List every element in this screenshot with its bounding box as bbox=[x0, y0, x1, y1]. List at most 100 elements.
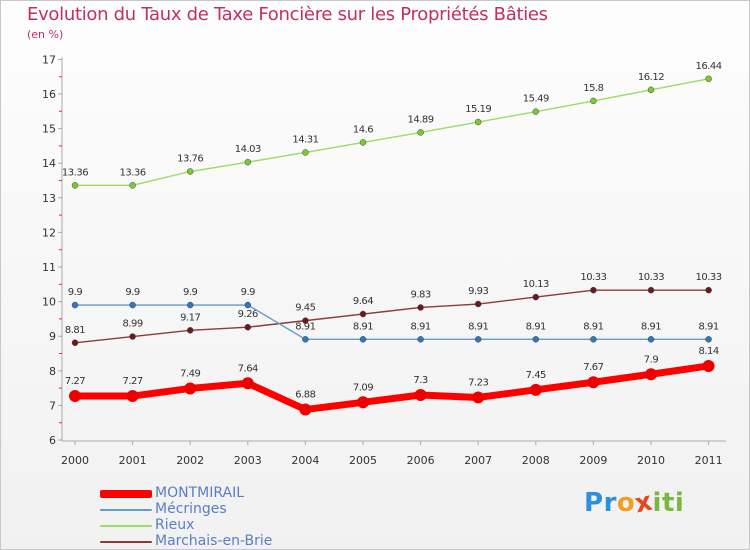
data-point bbox=[417, 129, 424, 136]
legend-swatch bbox=[100, 490, 152, 498]
data-point bbox=[129, 301, 136, 309]
legend-label: Marchais-en-Brie bbox=[155, 533, 273, 549]
logo-letter: P bbox=[584, 488, 604, 518]
data-label: 7.23 bbox=[468, 377, 488, 388]
data-point bbox=[244, 323, 252, 331]
data-point bbox=[705, 286, 712, 294]
data-point bbox=[299, 403, 312, 416]
data-label: 7.64 bbox=[238, 363, 258, 374]
data-label: 8.91 bbox=[583, 321, 603, 332]
x-tick-label: 2003 bbox=[234, 454, 262, 467]
data-point bbox=[359, 336, 367, 343]
data-label: 8.99 bbox=[122, 319, 142, 330]
logo-letter: i bbox=[652, 488, 662, 518]
data-point bbox=[71, 301, 79, 309]
y-tick-label: 10 bbox=[42, 296, 56, 309]
logo-letter: i bbox=[674, 488, 685, 518]
logo-letter: t bbox=[661, 488, 675, 518]
data-label: 9.9 bbox=[241, 287, 256, 298]
data-point bbox=[244, 301, 252, 309]
data-label: 10.33 bbox=[638, 272, 664, 283]
data-point bbox=[186, 327, 194, 334]
data-label: 14.6 bbox=[353, 124, 373, 135]
legend-label: MONTMIRAIL bbox=[155, 485, 244, 501]
chart-unit-label: (en %) bbox=[27, 28, 64, 41]
legend-label: Rieux bbox=[155, 517, 195, 533]
y-tick-label: 13 bbox=[42, 192, 56, 205]
data-point bbox=[129, 182, 136, 189]
data-point bbox=[472, 391, 485, 404]
data-point bbox=[359, 310, 367, 318]
y-tick-label: 12 bbox=[42, 226, 56, 239]
data-point bbox=[587, 376, 600, 389]
data-label: 14.31 bbox=[292, 134, 318, 145]
logo-letter: r bbox=[603, 488, 617, 518]
data-point bbox=[532, 293, 540, 301]
data-point bbox=[302, 149, 309, 156]
series-montmirail: 7.27 7.27 7.49 7.64 6.88 7.09 7.3 7.23 7.45 7.67 7… bbox=[65, 346, 719, 416]
series-marchais-en-brie: 8.81 8.99 9.17 9.26 9.45 9.64 9.83 9.93 10.13 10.… bbox=[65, 272, 722, 347]
data-point bbox=[357, 396, 369, 409]
data-point bbox=[417, 336, 424, 343]
data-label: 9.83 bbox=[410, 289, 430, 300]
data-label: 8.91 bbox=[641, 321, 661, 332]
data-label: 8.91 bbox=[353, 321, 373, 332]
data-label: 10.33 bbox=[696, 272, 722, 283]
data-label: 13.76 bbox=[177, 154, 203, 165]
data-label: 8.91 bbox=[295, 321, 315, 332]
series-m-cringes: 9.9 9.9 9.9 9.9 8.91 8.91 8.91 8.91 8.91 8.91 8.91… bbox=[68, 287, 719, 343]
data-label: 9.26 bbox=[238, 309, 258, 320]
data-label: 7.67 bbox=[583, 362, 603, 373]
data-point bbox=[71, 182, 79, 189]
x-tick-label: 2009 bbox=[579, 454, 607, 467]
data-point bbox=[184, 382, 197, 395]
x-tick-label: 2002 bbox=[176, 454, 204, 467]
data-label: 16.44 bbox=[696, 61, 722, 72]
data-label: 15.8 bbox=[583, 83, 603, 94]
data-label: 13.36 bbox=[120, 167, 146, 178]
y-tick-label: 17 bbox=[42, 53, 56, 66]
data-label: 15.19 bbox=[465, 104, 491, 115]
data-point bbox=[69, 390, 81, 403]
data-point bbox=[705, 75, 712, 83]
data-point bbox=[126, 390, 139, 403]
series-line bbox=[74, 289, 710, 344]
series-rieux: 13.36 13.36 13.76 14.03 14.31 14.6 14.89 15.19 1… bbox=[62, 61, 722, 189]
proxiti-logo: Proxiti bbox=[584, 487, 685, 520]
x-tick-label: 2005 bbox=[349, 454, 377, 467]
data-label: 9.9 bbox=[125, 287, 140, 298]
data-point bbox=[474, 300, 482, 308]
data-label: 8.81 bbox=[65, 325, 85, 336]
x-tick-label: 2004 bbox=[291, 454, 319, 467]
data-label: 7.45 bbox=[526, 370, 546, 381]
data-point bbox=[590, 97, 597, 105]
data-label: 8.91 bbox=[698, 321, 718, 332]
data-label: 8.91 bbox=[526, 321, 546, 332]
data-label: 9.9 bbox=[183, 287, 198, 298]
data-point bbox=[302, 317, 309, 324]
y-tick-label: 14 bbox=[42, 157, 56, 170]
data-label: 7.49 bbox=[180, 368, 200, 379]
y-tick-label: 6 bbox=[49, 434, 56, 447]
x-tick-label: 2010 bbox=[637, 454, 665, 467]
data-point bbox=[532, 336, 540, 343]
data-label: 7.3 bbox=[413, 375, 428, 386]
data-point bbox=[414, 389, 427, 402]
legend-label: Mécringes bbox=[155, 501, 227, 517]
y-tick-label: 9 bbox=[49, 330, 56, 343]
data-label: 13.36 bbox=[62, 167, 88, 178]
legend-swatch bbox=[100, 525, 152, 527]
series-line bbox=[74, 304, 710, 341]
x-tick-label: 2007 bbox=[464, 454, 492, 467]
data-label: 7.9 bbox=[644, 354, 659, 365]
x-tick-label: 2001 bbox=[119, 454, 147, 467]
data-label: 7.27 bbox=[122, 376, 142, 387]
data-point bbox=[474, 118, 482, 126]
data-label: 7.09 bbox=[353, 382, 373, 393]
data-point bbox=[705, 336, 712, 343]
data-point bbox=[186, 301, 194, 309]
data-label: 9.9 bbox=[68, 287, 83, 298]
y-tick-label: 11 bbox=[42, 261, 56, 274]
data-point bbox=[474, 336, 482, 343]
